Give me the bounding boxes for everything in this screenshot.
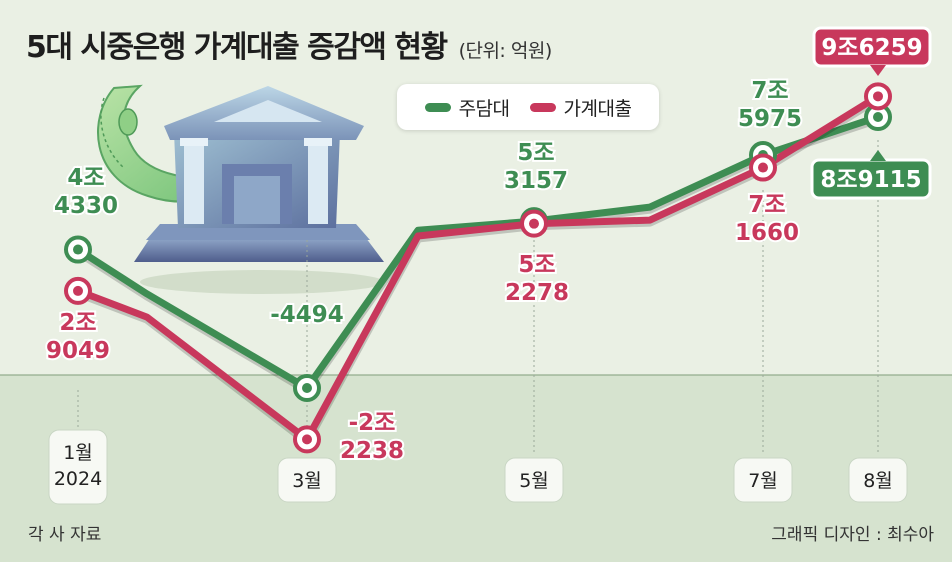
data-label-mortgage: -4494: [270, 302, 344, 328]
source-note: 각 사 자료: [28, 525, 102, 545]
data-label-text: 8조9115: [820, 167, 921, 193]
x-axis-tag-box: [504, 457, 564, 503]
data-label-household: 7조 1660: [735, 192, 799, 246]
x-axis-tag-box: [848, 457, 908, 503]
x-axis-tag: 1월 2024: [48, 429, 108, 505]
series-line-household: [74, 92, 882, 443]
legend-item-household: 가계대출: [529, 94, 632, 121]
badge-pointer: [870, 65, 886, 76]
data-label-mortgage: 5조 3157: [504, 140, 568, 194]
data-label-badge-mortgage: 8조9115: [810, 150, 932, 200]
x-axis-tag: 7월: [733, 457, 793, 503]
x-axis-tag: 5월: [504, 457, 564, 503]
page-title: 5대 시중은행 가계대출 증감액 현황: [26, 30, 448, 65]
x-axis-tick-label: 5월: [519, 470, 549, 492]
bank-building-icon: [134, 86, 384, 262]
credit-note: 그래픽 디자인 : 최수아: [771, 525, 934, 545]
x-axis-tick-label: 3월: [292, 470, 322, 492]
bank-shadow: [140, 270, 384, 294]
x-axis-tag-box: [733, 457, 793, 503]
legend: 주담대 가계대출: [397, 84, 659, 130]
data-label-household: 5조 2278: [505, 252, 569, 306]
legend-swatch-household: [529, 102, 556, 112]
legend-label-mortgage: 주담대: [458, 97, 510, 120]
x-axis-tag-box: [48, 429, 108, 505]
data-point-core-mortgage: [73, 244, 83, 255]
data-label-text: 9조6259: [821, 35, 922, 61]
legend-label-household: 가계대출: [563, 97, 632, 120]
title-block: 5대 시중은행 가계대출 증감액 현황 (단위: 억원): [26, 22, 552, 66]
x-axis-tag: 3월: [277, 457, 337, 503]
data-point-core-household: [73, 285, 83, 296]
data-label-household: -2조 2238: [340, 410, 404, 464]
x-axis-tick-label: 8월: [863, 470, 893, 492]
legend-swatch-mortgage: [424, 102, 451, 112]
data-label-mortgage: 7조 5975: [738, 78, 802, 132]
data-point-core-mortgage: [873, 112, 883, 123]
legend-item-mortgage: 주담대: [424, 94, 510, 121]
x-axis-tick-label: 1월 2024: [54, 442, 102, 490]
unit-note: (단위: 억원): [458, 40, 553, 62]
data-point-core-household: [302, 434, 312, 445]
data-label-household: 2조 9049: [46, 310, 110, 364]
data-point-core-household: [529, 218, 539, 229]
data-label-mortgage: 4조 4330: [54, 165, 118, 219]
bank-illustration: [97, 84, 384, 294]
data-point-core-household: [758, 162, 768, 173]
x-axis-tag-box: [277, 457, 337, 503]
data-point-core-household: [873, 91, 883, 102]
data-point-core-mortgage: [302, 383, 312, 394]
lower-background: [0, 375, 952, 562]
data-label-badge-household: 9조6259: [812, 26, 932, 76]
x-axis-tick-label: 7월: [748, 470, 778, 492]
x-axis-tag: 8월: [848, 457, 908, 503]
badge-pointer: [870, 150, 886, 161]
series-line-mortgage: [74, 113, 882, 392]
